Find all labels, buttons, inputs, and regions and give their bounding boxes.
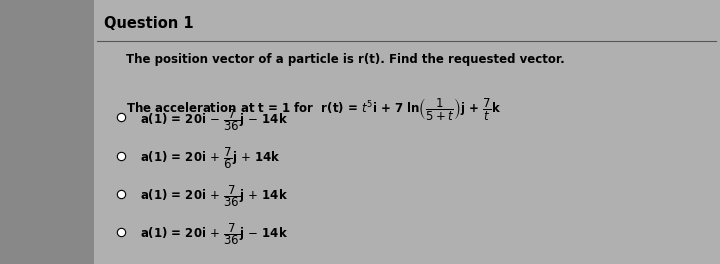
- Text: The acceleration at t = 1 for  r(t) = $t^5$i + 7 ln$\left(\dfrac{1}{5+t}\right)$: The acceleration at t = 1 for r(t) = $t^…: [126, 96, 501, 122]
- Text: a(1) = 20i $+$ $\dfrac{7}{36}$j $+$ 14k: a(1) = 20i $+$ $\dfrac{7}{36}$j $+$ 14k: [140, 183, 289, 209]
- FancyBboxPatch shape: [0, 0, 94, 264]
- Text: a(1) = 20i $+$ $\dfrac{7}{6}$j $+$ 14k: a(1) = 20i $+$ $\dfrac{7}{6}$j $+$ 14k: [140, 145, 281, 171]
- Text: Question 1: Question 1: [104, 16, 194, 31]
- Text: The position vector of a particle is r(t). Find the requested vector.: The position vector of a particle is r(t…: [126, 53, 564, 66]
- Text: a(1) = 20i $-$ $\dfrac{7}{36}$j $-$ 14k: a(1) = 20i $-$ $\dfrac{7}{36}$j $-$ 14k: [140, 107, 289, 133]
- Text: a(1) = 20i $+$ $\dfrac{7}{36}$j $-$ 14k: a(1) = 20i $+$ $\dfrac{7}{36}$j $-$ 14k: [140, 222, 289, 247]
